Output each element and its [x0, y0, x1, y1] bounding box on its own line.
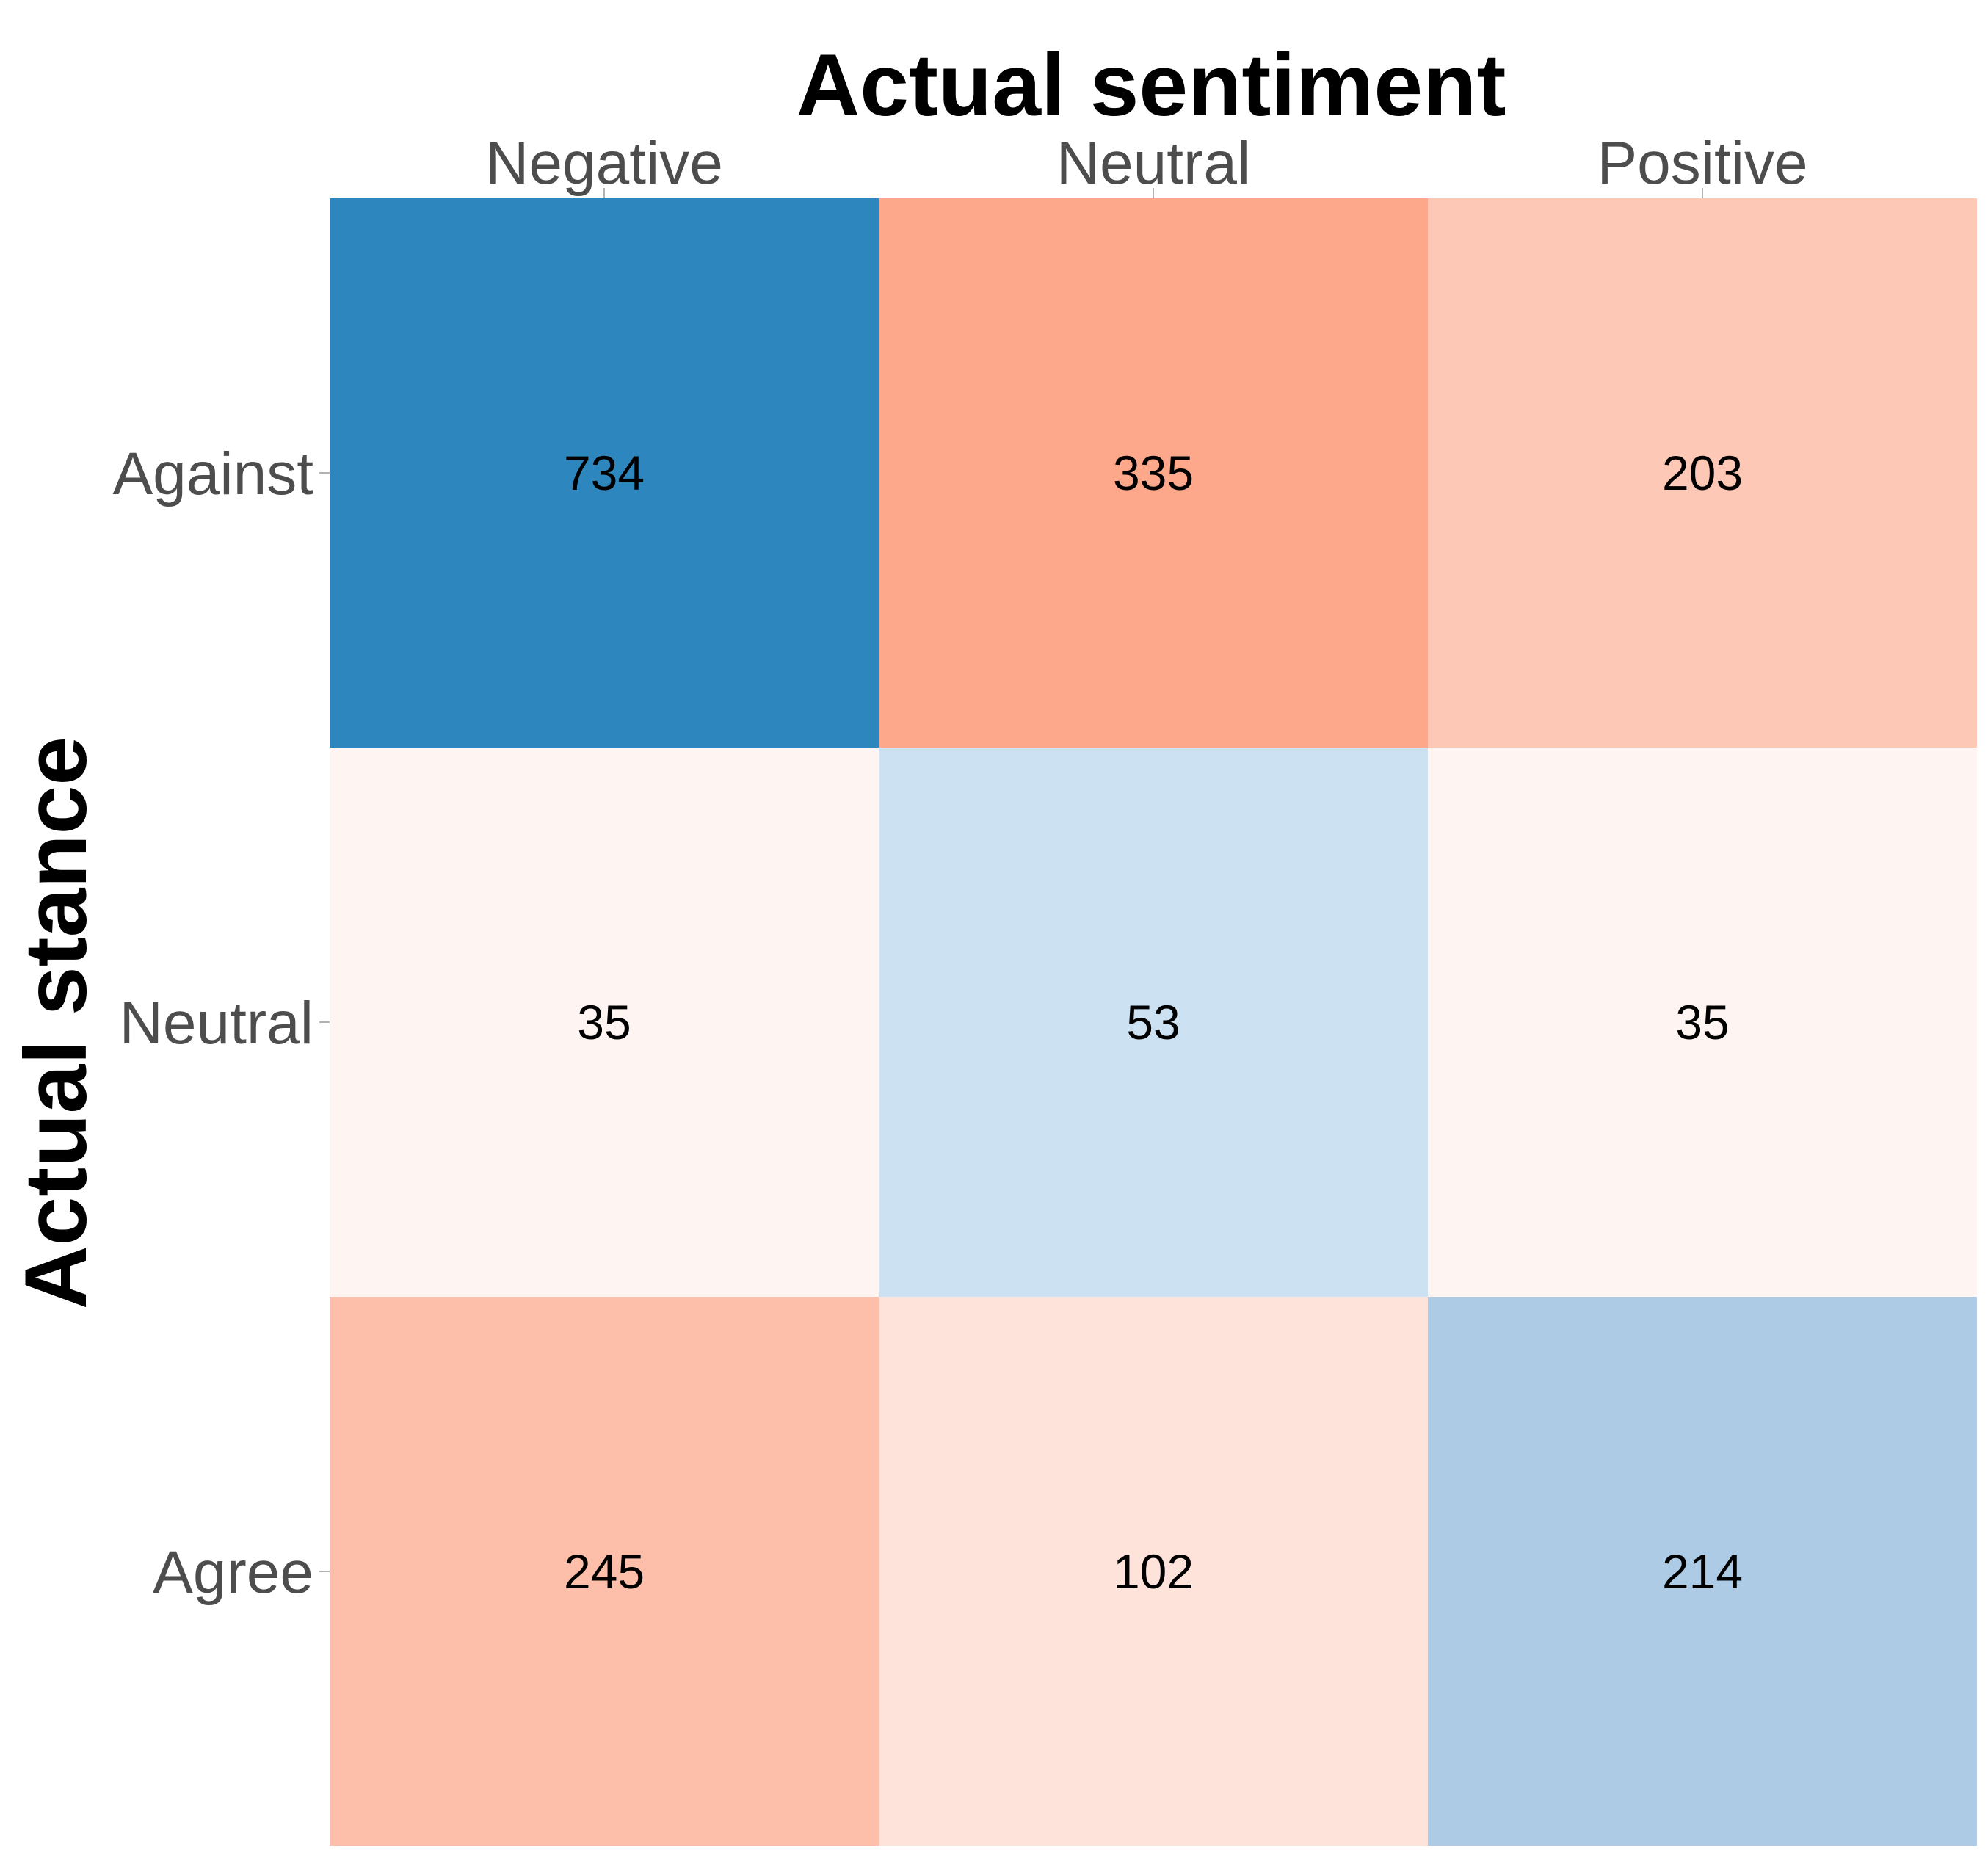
heatmap-cell	[330, 198, 879, 748]
x-tick-label: Positive	[1597, 130, 1807, 197]
y-axis-ticks: Against Neutral Agree	[112, 441, 330, 1606]
y-axis-title: Actual stance	[7, 737, 105, 1309]
x-tick-label: Neutral	[1056, 130, 1250, 197]
y-tick-label: Against	[112, 441, 313, 507]
heatmap-cells: 734 335 203 35 53 35 245 102 214	[330, 198, 1977, 1846]
cell-value-label: 245	[564, 1544, 645, 1599]
cell-value-label: 53	[1126, 995, 1180, 1049]
heatmap-cell	[1428, 198, 1977, 748]
heatmap-cell	[1428, 1297, 1977, 1846]
y-tick-label: Agree	[153, 1539, 313, 1606]
x-tick-label: Negative	[485, 130, 723, 197]
cell-value-label: 203	[1662, 446, 1743, 500]
cell-value-label: 35	[1675, 995, 1729, 1049]
cell-value-label: 734	[564, 446, 645, 500]
x-axis-ticks: Negative Neutral Positive	[485, 130, 1808, 198]
heatmap-cell	[879, 198, 1428, 748]
heatmap-cell	[330, 748, 879, 1297]
heatmap-cell	[330, 1297, 879, 1846]
cell-value-label: 35	[577, 995, 631, 1049]
heatmap-cell	[879, 1297, 1428, 1846]
cell-value-label: 102	[1113, 1544, 1194, 1599]
x-axis-title: Actual sentiment	[797, 36, 1506, 134]
y-tick-label: Neutral	[120, 990, 313, 1057]
cell-value-label: 214	[1662, 1544, 1743, 1599]
heatmap-cell	[879, 748, 1428, 1297]
cell-value-label: 335	[1113, 446, 1194, 500]
heatmap-cell	[1428, 748, 1977, 1297]
